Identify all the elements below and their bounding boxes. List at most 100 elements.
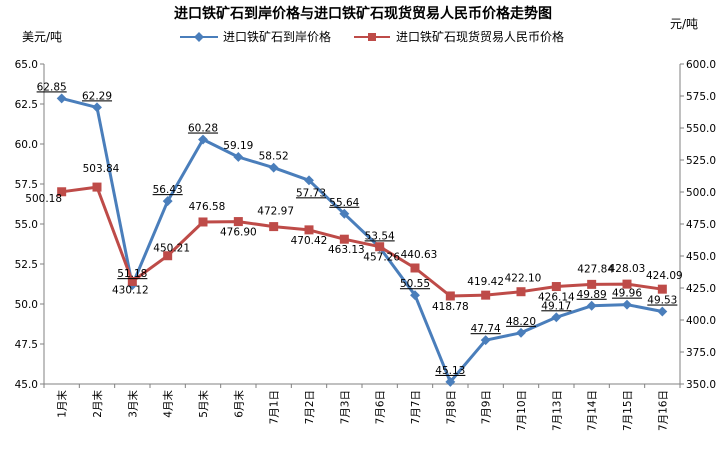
x-tick-label: 2月末 xyxy=(91,390,104,418)
left-tick-label: 65.0 xyxy=(15,59,38,71)
data-label-rmb-price: 500.18 xyxy=(25,193,62,205)
point-rmb-price xyxy=(657,284,667,294)
right-tick-label: 575.0 xyxy=(686,91,716,103)
data-label-cif-price: 48.20 xyxy=(506,316,536,328)
point-rmb-price xyxy=(481,290,491,300)
x-tick-label: 7月15日 xyxy=(622,390,634,431)
right-axis-unit: 元/吨 xyxy=(670,17,698,31)
x-tick-label: 1月末 xyxy=(56,390,69,418)
x-tick-label: 5月末 xyxy=(197,390,210,418)
right-tick-label: 350.0 xyxy=(686,379,716,391)
point-rmb-price xyxy=(410,263,420,273)
data-label-rmb-price: 457.26 xyxy=(363,252,400,264)
series-line-rmb-price xyxy=(61,185,663,298)
point-cif-price xyxy=(92,102,102,113)
data-label-rmb-price: 427.84 xyxy=(577,263,614,275)
point-rmb-price xyxy=(445,291,455,301)
point-rmb-price xyxy=(304,225,314,235)
data-label-rmb-price: 422.10 xyxy=(505,273,542,285)
x-tick-label: 7月3日 xyxy=(339,390,351,424)
point-rmb-price xyxy=(551,282,561,292)
legend-label-rmb-price: 进口铁矿石现货贸易人民币价格 xyxy=(396,29,564,44)
data-label-cif-price: 62.29 xyxy=(82,90,112,102)
data-label-cif-price: 56.43 xyxy=(153,184,183,196)
right-tick-label: 500.0 xyxy=(686,187,716,199)
data-label-cif-price: 59.19 xyxy=(223,140,253,152)
point-rmb-price xyxy=(57,187,67,197)
data-label-cif-price: 60.28 xyxy=(188,123,218,135)
data-label-cif-price: 49.89 xyxy=(577,289,607,301)
data-label-cif-price: 49.17 xyxy=(541,300,571,312)
point-rmb-price xyxy=(198,217,208,227)
right-tick-label: 600.0 xyxy=(686,59,716,71)
point-rmb-price xyxy=(339,234,349,244)
data-label-cif-price: 47.74 xyxy=(471,323,501,335)
data-label-cif-price: 53.54 xyxy=(365,230,395,242)
point-rmb-price xyxy=(92,182,102,192)
left-tick-label: 52.5 xyxy=(15,259,38,271)
data-label-cif-price: 49.53 xyxy=(647,295,677,307)
data-label-rmb-price: 463.13 xyxy=(328,244,365,256)
left-tick-label: 60.0 xyxy=(15,139,38,151)
legend-item-cif-price: 进口铁矿石到岸价格 xyxy=(180,29,331,44)
data-label-rmb-price: 428.03 xyxy=(609,263,646,275)
legend-marker-cif-price xyxy=(194,32,204,42)
data-label-rmb-price: 472.97 xyxy=(257,206,294,218)
x-tick-label: 7月1日 xyxy=(269,390,281,424)
data-label-rmb-price: 430.12 xyxy=(112,284,149,296)
point-cif-price xyxy=(304,175,314,186)
right-tick-label: 450.0 xyxy=(686,251,716,263)
point-rmb-price xyxy=(233,217,243,227)
point-cif-price xyxy=(657,306,668,317)
x-tick-label: 7月9日 xyxy=(481,390,493,424)
point-cif-price xyxy=(56,93,67,104)
data-label-rmb-price: 450.21 xyxy=(153,243,190,255)
data-label-cif-price: 55.64 xyxy=(329,197,359,209)
point-cif-price xyxy=(586,300,597,311)
data-label-rmb-price: 476.90 xyxy=(220,227,257,239)
point-rmb-price xyxy=(127,276,137,286)
x-tick-label: 7月16日 xyxy=(657,390,669,431)
right-tick-label: 400.0 xyxy=(686,315,716,327)
point-rmb-price xyxy=(587,279,597,289)
series-lines xyxy=(61,96,663,384)
x-tick-label: 6月末 xyxy=(232,390,245,418)
right-tick-label: 425.0 xyxy=(686,283,716,295)
point-rmb-price xyxy=(516,287,526,297)
point-rmb-price xyxy=(163,251,173,261)
axes: 45.0 47.5 50.0 52.5 55.0 57.5 60.0 62.5 65.0 350.… xyxy=(15,59,716,431)
data-label-cif-price: 58.52 xyxy=(259,151,289,163)
x-tick-label: 7月10日 xyxy=(516,390,528,431)
left-tick-label: 57.5 xyxy=(15,179,38,191)
left-tick-label: 45.0 xyxy=(15,379,38,391)
data-label-rmb-price: 440.63 xyxy=(401,249,438,261)
left-tick-label: 62.5 xyxy=(15,99,38,111)
x-tick-label: 7月14日 xyxy=(587,390,599,431)
x-tick-label: 3月末 xyxy=(126,390,139,418)
point-rmb-price xyxy=(375,242,385,252)
data-label-rmb-price: 424.09 xyxy=(646,270,683,282)
data-label-cif-price: 62.85 xyxy=(37,81,67,93)
series-markers xyxy=(56,93,668,387)
data-label-rmb-price: 426.14 xyxy=(538,292,575,304)
data-label-rmb-price: 418.78 xyxy=(432,301,469,313)
data-label-cif-price: 50.55 xyxy=(400,278,430,290)
legend: 进口铁矿石到岸价格 进口铁矿石现货贸易人民币价格 xyxy=(180,29,564,44)
right-tick-label: 525.0 xyxy=(686,155,716,167)
data-label-cif-price: 45.13 xyxy=(435,365,465,377)
left-axis-unit: 美元/吨 xyxy=(22,30,62,44)
x-tick-label: 7月2日 xyxy=(304,390,316,424)
series-line-cif-price xyxy=(61,96,663,384)
left-tick-label: 50.0 xyxy=(15,299,38,311)
point-cif-price xyxy=(410,290,420,301)
x-tick-label: 7月7日 xyxy=(410,390,422,424)
chart-title: 进口铁矿石到岸价格与进口铁矿石现货贸易人民币价格走势图 xyxy=(174,5,552,22)
x-tick-label: 7月13日 xyxy=(551,390,563,431)
point-cif-price xyxy=(445,376,456,387)
left-tick-label: 47.5 xyxy=(15,339,38,351)
data-labels: 62.85 62.29 51.18 56.43 60.28 59.19 58.52 57.73… xyxy=(25,81,682,377)
data-label-rmb-price: 470.42 xyxy=(291,235,328,247)
point-cif-price xyxy=(516,327,526,338)
data-label-cif-price: 51.18 xyxy=(117,268,147,280)
point-cif-price xyxy=(233,152,244,162)
